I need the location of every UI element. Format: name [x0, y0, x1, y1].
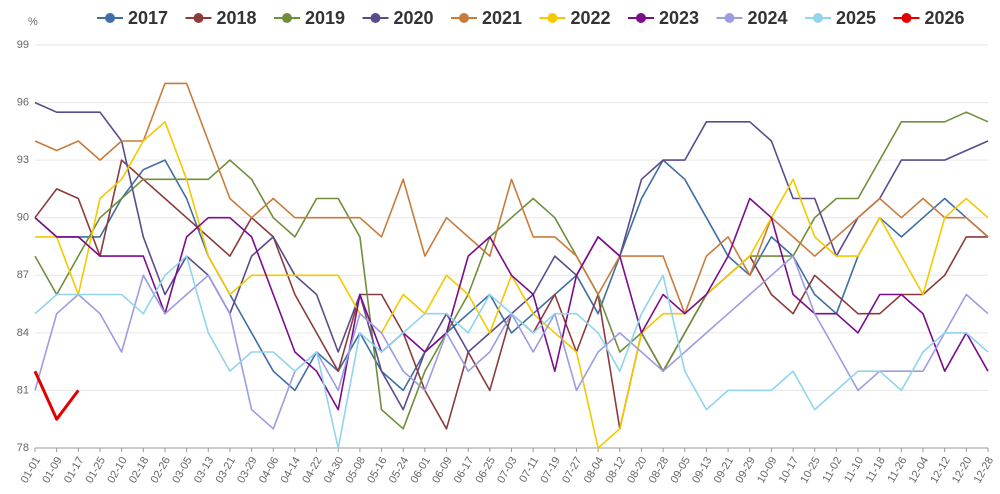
series-line: [33, 370, 80, 421]
x-tick-label: 02-10: [105, 455, 129, 485]
legend-label: 2026: [925, 8, 965, 28]
series-line: [34, 197, 989, 411]
legend-label: 2017: [128, 8, 168, 28]
series-line: [34, 159, 989, 392]
x-tick-label: 11-02: [820, 455, 844, 485]
series-line: [34, 82, 989, 315]
legend-marker: [105, 13, 115, 23]
x-tick-label: 11-10: [842, 455, 866, 485]
legend-marker: [370, 13, 381, 23]
x-tick-label: 02-26: [149, 455, 173, 485]
legend-marker: [901, 13, 912, 23]
series-line: [34, 159, 988, 430]
x-tick-label: 11-18: [864, 455, 888, 485]
legend-marker: [724, 13, 735, 23]
x-tick-label: 12-28: [972, 455, 996, 485]
x-tick-label: 04-30: [322, 455, 346, 485]
x-tick-label: 01-01: [19, 455, 43, 485]
legend-marker: [547, 13, 558, 23]
legend-label: 2018: [217, 8, 257, 28]
y-tick-label: 96: [17, 96, 29, 108]
x-tick-label: 03-13: [192, 455, 216, 485]
x-tick-label: 03-05: [170, 455, 194, 485]
legend-marker: [459, 13, 469, 23]
x-tick-label: 04-06: [257, 455, 281, 485]
y-tick-label: 93: [17, 154, 29, 166]
x-tick-label: 01-25: [84, 455, 108, 485]
x-tick-label: 07-11: [517, 455, 541, 485]
series-line: [34, 255, 989, 430]
x-tick-label: 06-09: [430, 455, 454, 485]
x-tick-label: 10-25: [798, 455, 822, 485]
x-tick-label: 08-04: [582, 455, 606, 485]
y-tick-label: 87: [17, 269, 29, 281]
x-tick-label: 09-21: [712, 455, 736, 485]
x-tick-label: 10-09: [755, 455, 779, 485]
x-tick-label: 10-17: [777, 455, 801, 485]
x-tick-label: 12-04: [907, 455, 931, 485]
y-tick-label: 84: [17, 327, 29, 339]
x-tick-label: 08-20: [625, 455, 649, 485]
x-tick-label: 05-24: [387, 455, 411, 485]
x-tick-label: 12-12: [928, 455, 952, 485]
legend-label: 2021: [482, 8, 522, 28]
legend-label: 2025: [836, 8, 876, 28]
x-tick-label: 09-05: [668, 455, 692, 485]
x-tick-label: 01-09: [40, 455, 64, 485]
y-tick-label: 99: [17, 39, 29, 51]
y-tick-label: 81: [17, 384, 29, 396]
legend-marker: [813, 13, 823, 23]
x-tick-label: 05-08: [344, 455, 368, 485]
x-tick-label: 09-13: [690, 455, 714, 485]
x-tick-label: 06-17: [452, 455, 476, 485]
series-line: [34, 111, 989, 430]
x-tick-label: 07-03: [495, 455, 519, 485]
y-tick-label: 78: [17, 442, 29, 454]
legend-marker: [636, 13, 646, 23]
x-tick-label: 07-27: [560, 455, 584, 485]
x-tick-label: 04-14: [279, 455, 303, 485]
legend-marker: [193, 13, 204, 23]
x-tick-label: 08-12: [603, 455, 627, 485]
x-tick-label: 06-25: [473, 455, 497, 485]
x-tick-label: 03-21: [214, 455, 238, 485]
x-tick-label: 11-26: [885, 455, 909, 485]
legend-label: 2023: [659, 8, 699, 28]
x-tick-label: 08-28: [647, 455, 671, 485]
x-tick-label: 04-22: [300, 455, 324, 485]
legend-label: 2019: [305, 8, 345, 28]
series-line: [35, 121, 989, 449]
legend-label: 2022: [571, 8, 611, 28]
x-tick-label: 02-18: [127, 455, 151, 485]
x-tick-label: 06-01: [409, 455, 433, 485]
x-tick-label: 09-29: [733, 455, 757, 485]
x-tick-label: 07-19: [538, 455, 562, 485]
x-tick-label: 12-20: [950, 455, 974, 485]
y-tick-label: 90: [17, 212, 29, 224]
x-tick-label: 03-29: [235, 455, 259, 485]
series-line: [34, 255, 989, 449]
unit-label: %: [28, 16, 38, 28]
legend-label: 2024: [748, 8, 788, 28]
legend-label: 2020: [394, 8, 434, 28]
x-tick-label: 05-16: [365, 455, 389, 485]
legend-marker: [282, 13, 292, 23]
x-tick-label: 01-17: [62, 455, 86, 485]
